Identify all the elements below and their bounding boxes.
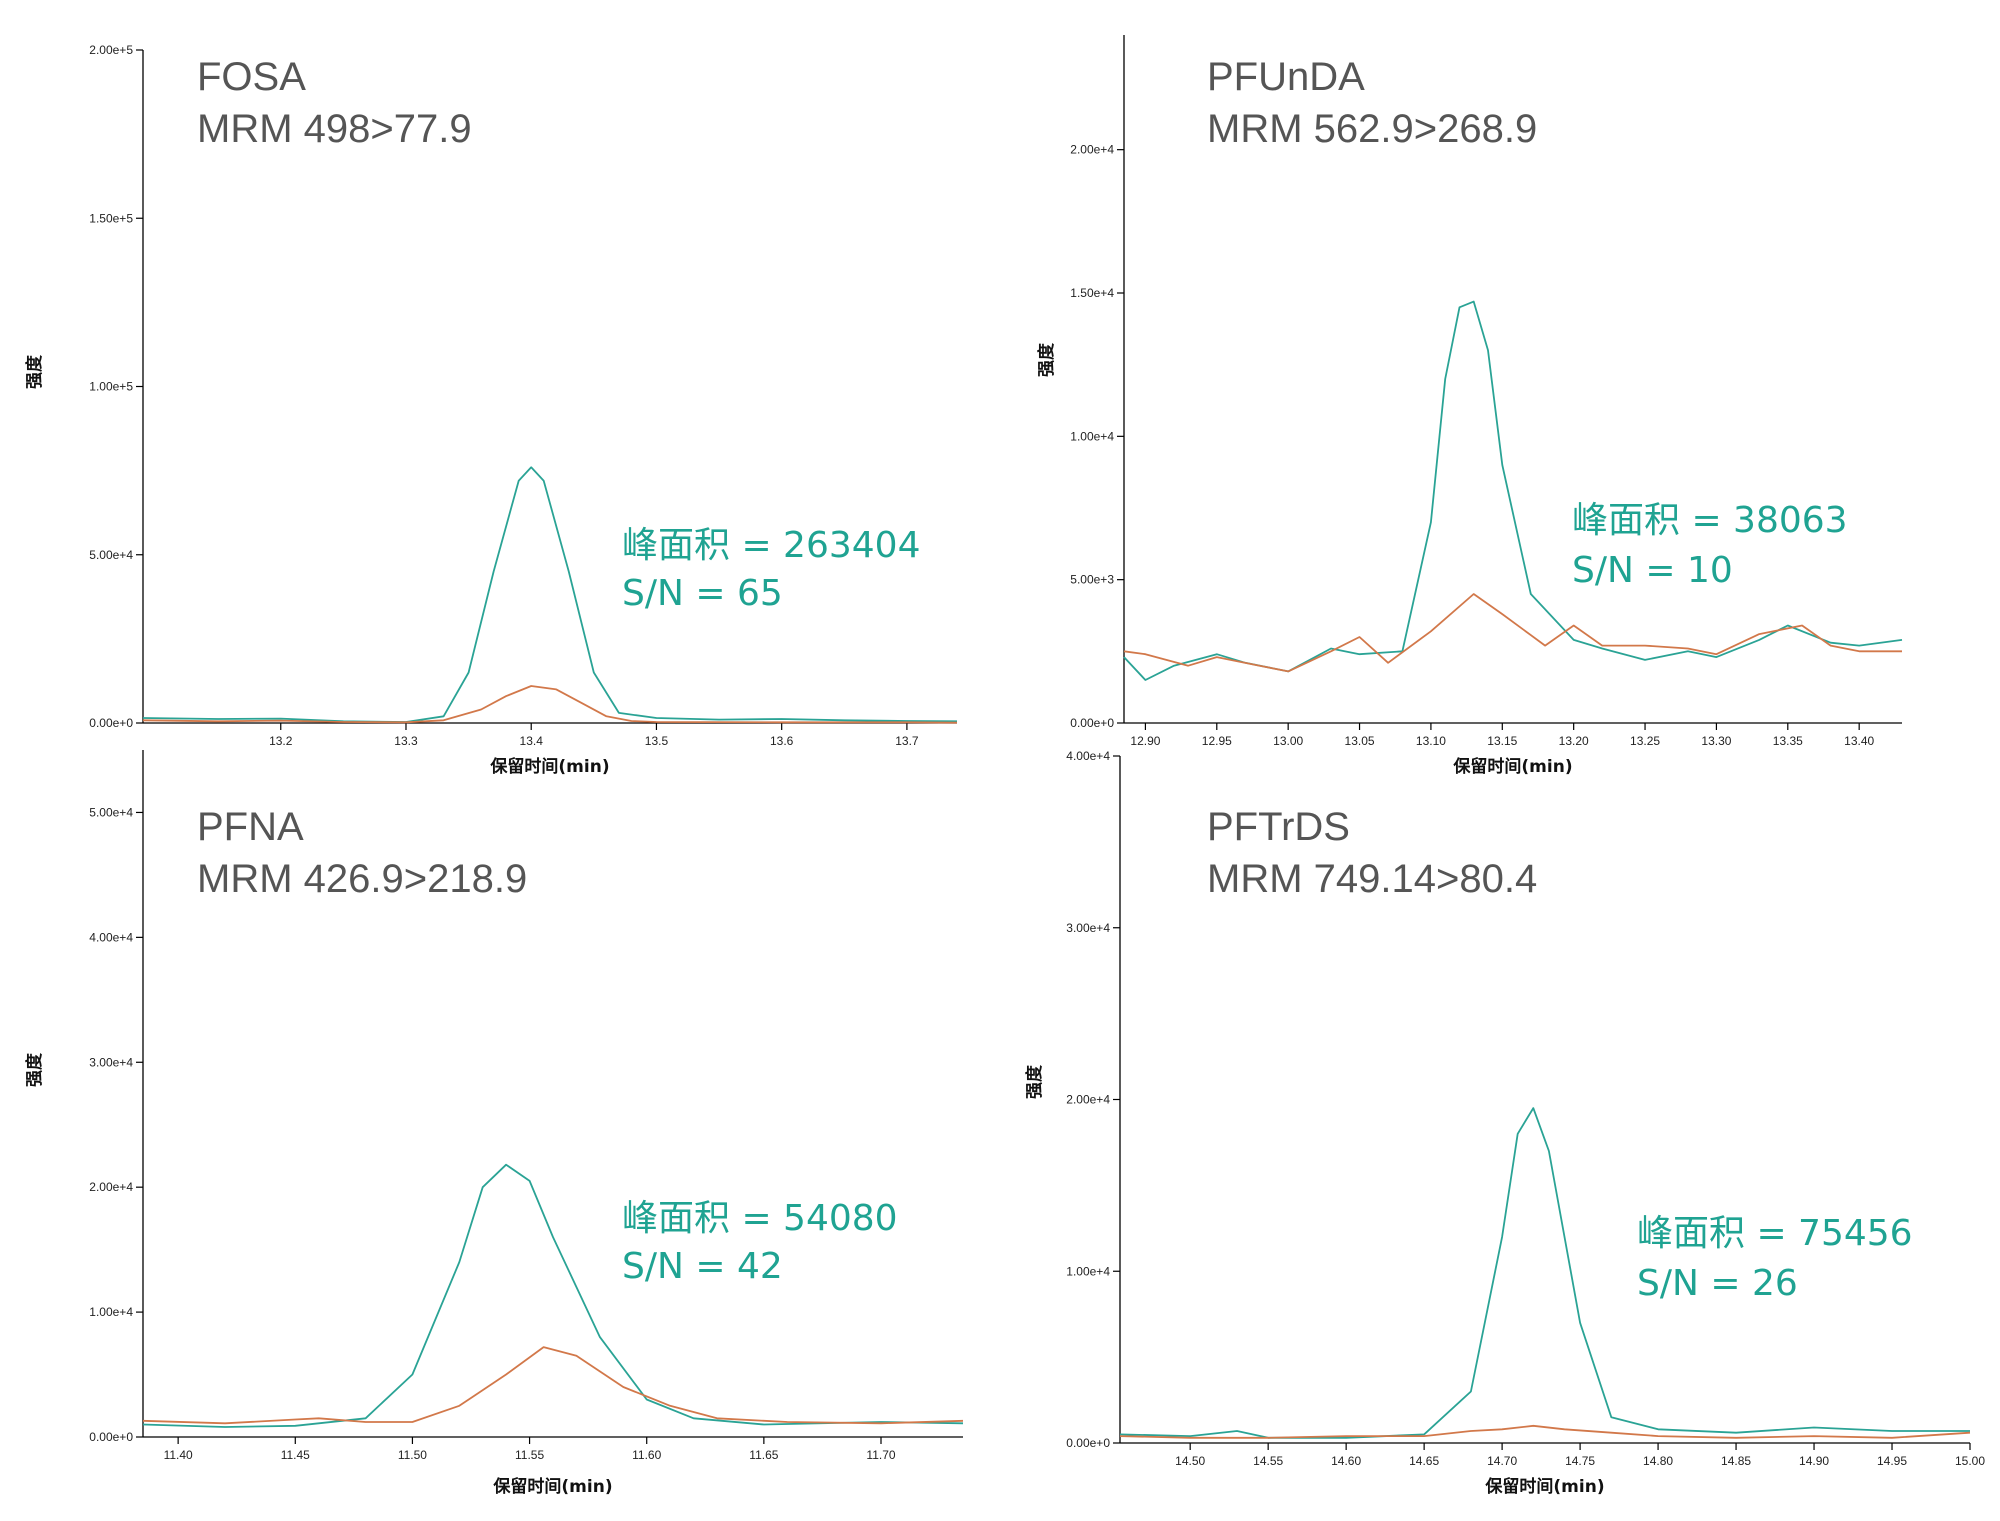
chart-subtitle: MRM 562.9>268.9 [1207,107,1537,151]
x-axis-label: 保留时间(min) [492,1476,612,1497]
x-tick-label: 13.35 [1773,734,1803,748]
x-tick-label: 13.15 [1487,734,1517,748]
x-tick-label: 13.40 [1844,734,1874,748]
x-tick-label: 14.95 [1877,1454,1907,1468]
y-tick-label: 1.50e+4 [1070,286,1114,300]
chart-panel-3: 0.00e+0 1.00e+4 2.00e+4 3.00e+4 4.00e+4 5.00e… [24,750,964,1497]
x-tick-label: 14.85 [1721,1454,1751,1468]
peak-area-annotation: 峰面积 = 54080 [622,1198,898,1239]
chart-panel-2: 0.00e+0 5.00e+3 1.00e+4 1.50e+4 2.00e+4 12.90… [1036,35,1903,777]
y-tick-label: 1.00e+4 [1066,1264,1110,1278]
y-tick-label: 1.00e+4 [89,1305,133,1319]
series-line-1 [142,1163,964,1428]
peak-area-annotation: 峰面积 = 38063 [1572,500,1848,541]
x-tick-label: 13.00 [1273,734,1303,748]
chart-panel-4: 0.00e+0 1.00e+4 2.00e+4 3.00e+4 4.00e+4 14.50… [1024,749,1985,1497]
y-tick-label: 2.00e+4 [89,1180,133,1194]
series-line-2 [142,1346,964,1425]
peak-area-annotation: 峰面积 = 75456 [1637,1213,1913,1254]
y-tick-label: 3.00e+4 [89,1055,133,1069]
x-tick-label: 14.65 [1409,1454,1439,1468]
y-axis-label: 强度 [24,354,45,389]
x-tick-label: 14.60 [1331,1454,1361,1468]
y-tick-label: 2.00e+5 [89,43,133,57]
x-tick-label: 14.55 [1253,1454,1283,1468]
chart-title: PFNA [197,805,304,849]
x-tick-label: 11.50 [398,1448,427,1462]
y-axis-label: 强度 [24,1052,45,1087]
peak-area-annotation: 峰面积 = 263404 [622,525,920,566]
x-tick-label: 13.4 [520,734,544,748]
x-tick-label: 13.10 [1416,734,1446,748]
series-line-2 [142,685,958,724]
x-tick-label: 13.7 [895,734,919,748]
x-tick-label: 13.20 [1559,734,1589,748]
series-line-2 [1119,1424,1971,1439]
y-tick-label: 0.00e+0 [1070,716,1114,730]
x-tick-label: 13.6 [770,734,794,748]
series-line-1 [142,466,958,723]
x-tick-label: 13.5 [645,734,669,748]
x-tick-label: 12.95 [1202,734,1232,748]
series-line-1 [1119,1107,1970,1439]
y-tick-label: 1.50e+5 [89,211,133,225]
y-tick-label: 1.00e+5 [89,380,133,394]
chart-subtitle: MRM 426.9>218.9 [197,857,527,901]
x-axis-label: 保留时间(min) [489,756,609,777]
x-tick-label: 11.70 [866,1448,895,1462]
series-line-2 [1123,593,1902,673]
y-tick-label: 0.00e+0 [89,716,133,730]
x-tick-label: 11.55 [515,1448,544,1462]
y-tick-label: 3.00e+4 [1066,921,1110,935]
y-tick-label: 0.00e+0 [1066,1436,1110,1450]
x-tick-label: 14.70 [1487,1454,1517,1468]
x-tick-label: 11.40 [164,1448,193,1462]
x-tick-label: 14.80 [1643,1454,1673,1468]
signal-noise-annotation: S/N = 42 [622,1246,783,1287]
chart-panel-1: 0.00e+0 5.00e+4 1.00e+5 1.50e+5 2.00e+5 13.2 1… [24,43,958,777]
y-tick-label: 2.00e+4 [1066,1093,1110,1107]
x-tick-label: 14.90 [1799,1454,1829,1468]
x-tick-label: 15.00 [1955,1454,1985,1468]
y-tick-label: 5.00e+4 [89,548,133,562]
x-axis-label: 保留时间(min) [1452,756,1572,777]
x-tick-label: 11.45 [281,1448,310,1462]
y-axis-label: 强度 [1036,342,1057,377]
x-tick-label: 14.75 [1565,1454,1595,1468]
x-tick-label: 13.25 [1630,734,1660,748]
chart-title: FOSA [197,55,306,99]
chart-title: PFUnDA [1207,55,1365,99]
x-tick-label: 12.90 [1130,734,1160,748]
y-tick-label: 5.00e+4 [89,805,133,819]
x-tick-label: 13.05 [1345,734,1375,748]
y-tick-label: 1.00e+4 [1070,429,1114,443]
chart-title: PFTrDS [1207,805,1350,849]
series-line-1 [1123,300,1903,681]
x-tick-label: 14.50 [1175,1454,1205,1468]
x-tick-label: 13.3 [394,734,418,748]
y-tick-label: 2.00e+4 [1070,143,1114,157]
y-axis-label: 强度 [1024,1064,1045,1099]
x-tick-label: 11.60 [632,1448,661,1462]
chart-subtitle: MRM 498>77.9 [197,107,472,151]
x-tick-label: 13.2 [269,734,293,748]
y-tick-label: 4.00e+4 [89,930,133,944]
x-axis-label: 保留时间(min) [1484,1476,1604,1497]
signal-noise-annotation: S/N = 65 [622,573,783,614]
chart-subtitle: MRM 749.14>80.4 [1207,857,1537,901]
y-tick-label: 4.00e+4 [1066,749,1110,763]
x-tick-label: 13.30 [1701,734,1731,748]
signal-noise-annotation: S/N = 26 [1637,1263,1798,1304]
y-tick-label: 0.00e+0 [89,1430,133,1444]
signal-noise-annotation: S/N = 10 [1572,550,1733,591]
y-tick-label: 5.00e+3 [1070,573,1114,587]
x-tick-label: 11.65 [749,1448,778,1462]
